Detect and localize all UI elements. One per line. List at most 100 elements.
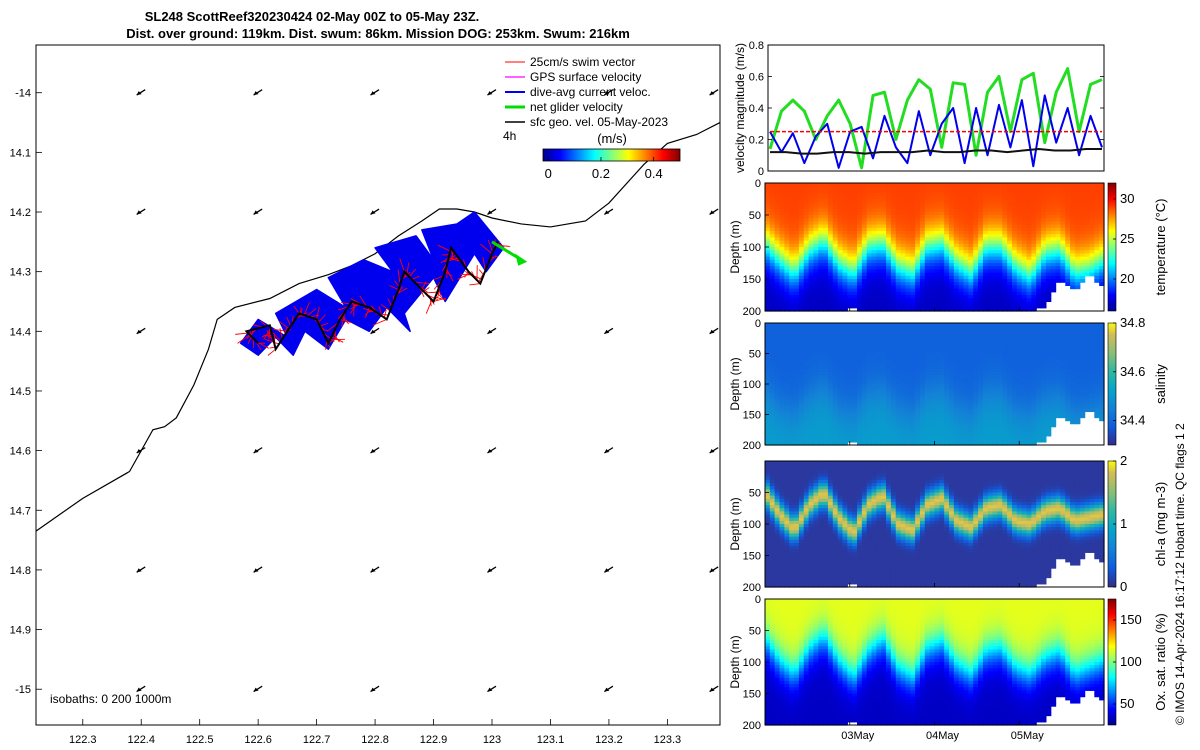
section-cell <box>934 368 940 373</box>
section-cell <box>978 266 984 270</box>
section-cell <box>852 298 858 302</box>
section-cell <box>803 426 810 431</box>
section-cell <box>847 438 853 443</box>
section-cell <box>1060 189 1066 194</box>
section-cell <box>987 250 994 254</box>
section-cell <box>987 356 994 361</box>
section-cell <box>905 396 911 400</box>
section-cell <box>895 215 902 219</box>
section-cell <box>818 298 824 302</box>
section-cell <box>765 279 771 283</box>
section-cell <box>823 269 829 274</box>
section-cell <box>890 221 897 226</box>
section-cell <box>982 263 989 267</box>
section-cell <box>1089 221 1095 226</box>
section-cell <box>813 380 819 385</box>
section-cell <box>832 192 839 197</box>
section-cell <box>765 301 771 306</box>
section-cell <box>881 350 887 355</box>
section-cell <box>798 408 805 413</box>
section-cell <box>900 279 907 283</box>
section-cell <box>779 414 785 419</box>
section-cell <box>813 250 819 254</box>
section-cell <box>818 250 824 254</box>
section-cell <box>978 269 984 274</box>
section-cell <box>852 323 858 327</box>
section-cell <box>852 359 858 364</box>
section-cell <box>827 183 834 187</box>
section-cell <box>842 307 848 312</box>
geo-vector-head <box>136 210 142 215</box>
section-cell <box>866 411 873 416</box>
section-cell <box>808 414 815 419</box>
section-cell <box>871 329 877 333</box>
section-cell <box>949 202 955 206</box>
section-cell <box>774 202 781 206</box>
section-cell <box>837 390 844 394</box>
section-cell <box>949 368 955 373</box>
section-cell <box>1074 231 1081 235</box>
section-cell <box>818 353 824 358</box>
section-cell <box>924 231 931 235</box>
section-cell <box>886 432 892 437</box>
section-cell <box>1002 307 1008 312</box>
section-cell <box>857 350 863 355</box>
section-cell <box>992 426 999 431</box>
section-cell <box>784 215 790 219</box>
section-cell <box>842 199 848 203</box>
section-cell <box>779 295 785 299</box>
section-cell <box>910 295 916 299</box>
section-cell <box>958 438 965 443</box>
section-cell <box>1089 195 1095 200</box>
section-cell <box>837 441 844 446</box>
section-cell <box>978 291 984 296</box>
section-cell <box>818 347 824 352</box>
section-cell <box>818 387 824 391</box>
section-cell <box>978 231 984 235</box>
section-cell <box>803 344 810 348</box>
section-cell <box>881 393 887 397</box>
section-cell <box>803 384 810 388</box>
section-cell <box>982 405 989 409</box>
section-cell <box>958 266 965 270</box>
section-cell <box>866 237 873 242</box>
section-cell <box>924 393 931 397</box>
section-cell <box>861 429 868 434</box>
section-cell <box>866 417 873 422</box>
section-cell <box>953 247 960 251</box>
section-cell <box>905 393 911 397</box>
section-cell <box>910 288 916 293</box>
velocity-ylabel: velocity magnitude (m/s) <box>733 43 747 173</box>
section-cell <box>900 227 907 232</box>
section-cell <box>992 420 999 425</box>
section-cell <box>919 405 926 409</box>
section-cell <box>900 438 907 443</box>
section-cell <box>779 227 785 232</box>
section-cell <box>886 353 892 358</box>
section-cell <box>881 199 887 203</box>
section-cell <box>881 275 887 280</box>
section-cell <box>968 435 974 440</box>
section-cell <box>886 237 892 242</box>
section-cell <box>905 253 911 258</box>
section-cell <box>929 295 936 299</box>
section-cell <box>857 371 863 376</box>
section-cell <box>939 338 945 342</box>
section-cell <box>949 186 955 190</box>
section-cell <box>1021 259 1028 264</box>
geo-vector-head <box>487 329 493 334</box>
section-cell <box>1074 279 1081 283</box>
section-cell <box>900 347 907 352</box>
section-cell <box>953 359 960 364</box>
section-cell <box>953 263 960 267</box>
section-cell <box>939 380 945 385</box>
section-cell <box>968 243 974 248</box>
section-cell <box>827 335 834 339</box>
section-cell <box>973 199 979 203</box>
section-cell <box>1021 189 1028 194</box>
section-cell <box>813 272 819 277</box>
section-cell <box>818 215 824 219</box>
swim-vector <box>332 332 340 343</box>
section-cell <box>895 195 902 200</box>
section-cell <box>895 374 902 379</box>
